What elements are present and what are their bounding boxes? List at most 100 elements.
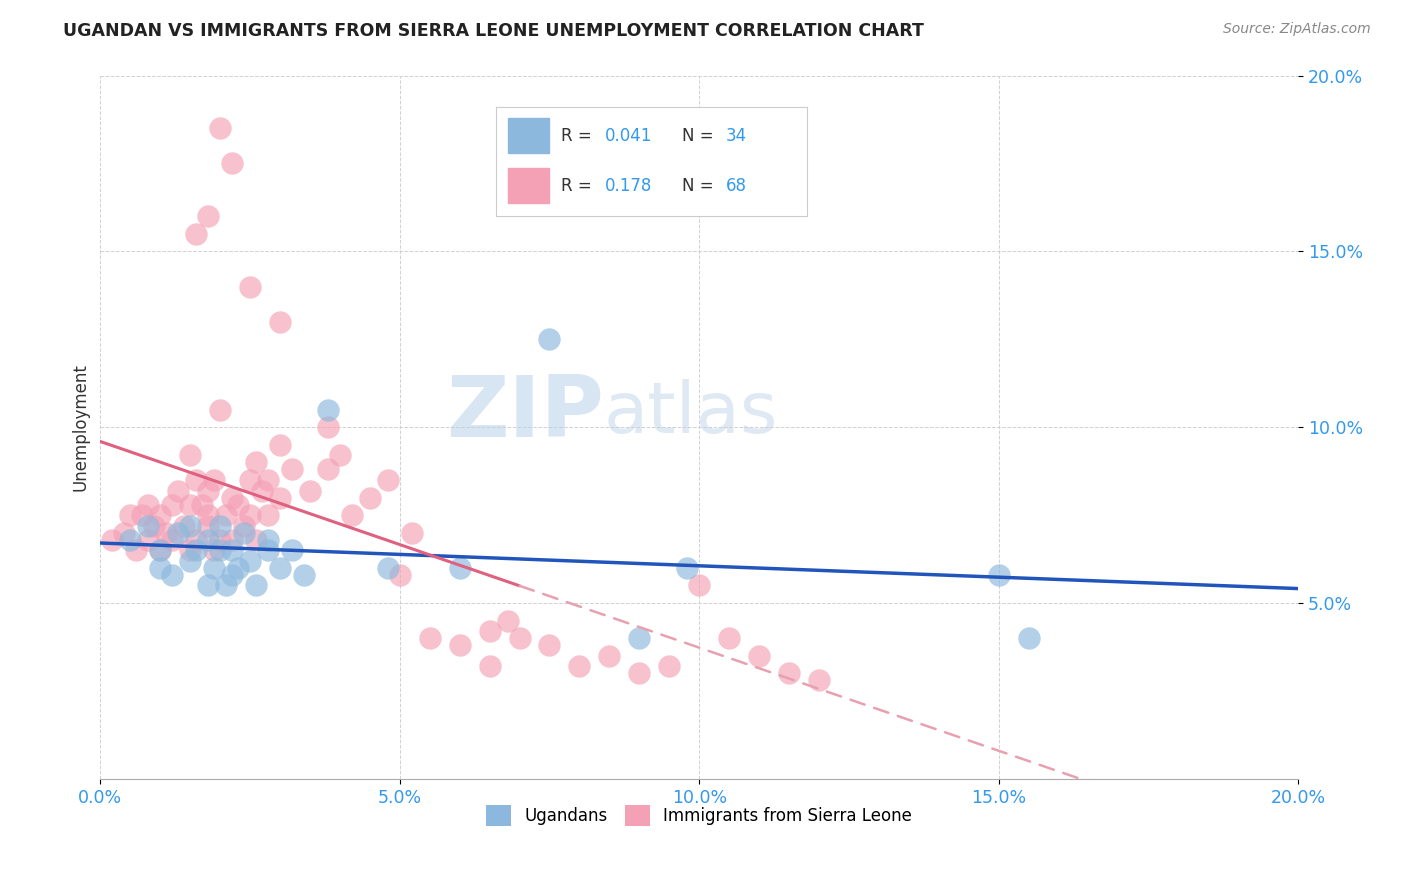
Point bbox=[257, 508, 280, 523]
Point bbox=[197, 483, 219, 498]
Point bbox=[209, 518, 232, 533]
Point bbox=[179, 498, 201, 512]
Point bbox=[221, 491, 243, 505]
Text: UGANDAN VS IMMIGRANTS FROM SIERRA LEONE UNEMPLOYMENT CORRELATION CHART: UGANDAN VS IMMIGRANTS FROM SIERRA LEONE … bbox=[63, 22, 924, 40]
Point bbox=[179, 554, 201, 568]
Point bbox=[149, 508, 172, 523]
Point bbox=[496, 614, 519, 628]
Point bbox=[257, 533, 280, 547]
Point bbox=[316, 462, 339, 476]
Point bbox=[239, 473, 262, 487]
Point bbox=[340, 508, 363, 523]
Point bbox=[197, 578, 219, 592]
Point bbox=[658, 659, 681, 673]
Point bbox=[269, 561, 291, 575]
Text: Source: ZipAtlas.com: Source: ZipAtlas.com bbox=[1223, 22, 1371, 37]
Point bbox=[149, 543, 172, 558]
Point bbox=[149, 543, 172, 558]
Point bbox=[186, 473, 208, 487]
Point bbox=[269, 438, 291, 452]
Point bbox=[179, 518, 201, 533]
Point bbox=[233, 518, 256, 533]
Point bbox=[215, 578, 238, 592]
Point bbox=[628, 666, 651, 681]
Point bbox=[250, 483, 273, 498]
Point bbox=[377, 473, 399, 487]
Point bbox=[388, 568, 411, 582]
Point bbox=[257, 473, 280, 487]
Point bbox=[197, 518, 219, 533]
Point bbox=[160, 568, 183, 582]
Point bbox=[191, 498, 214, 512]
Point bbox=[688, 578, 710, 592]
Point bbox=[329, 448, 352, 462]
Point bbox=[298, 483, 321, 498]
Point bbox=[226, 561, 249, 575]
Point bbox=[120, 508, 142, 523]
Point bbox=[186, 543, 208, 558]
Point bbox=[202, 473, 225, 487]
Point bbox=[239, 508, 262, 523]
Point bbox=[221, 568, 243, 582]
Point bbox=[179, 543, 201, 558]
Point bbox=[179, 448, 201, 462]
Point bbox=[359, 491, 381, 505]
Point bbox=[538, 332, 561, 346]
Point bbox=[160, 533, 183, 547]
Point bbox=[245, 533, 267, 547]
Point bbox=[197, 508, 219, 523]
Point bbox=[568, 659, 591, 673]
Point bbox=[221, 533, 243, 547]
Y-axis label: Unemployment: Unemployment bbox=[72, 363, 89, 491]
Point bbox=[628, 632, 651, 646]
Point bbox=[377, 561, 399, 575]
Point bbox=[239, 279, 262, 293]
Point bbox=[807, 673, 830, 688]
Point bbox=[209, 121, 232, 136]
Point bbox=[233, 525, 256, 540]
Point bbox=[226, 498, 249, 512]
Point bbox=[718, 632, 741, 646]
Point bbox=[143, 518, 166, 533]
Point bbox=[281, 462, 304, 476]
Point bbox=[197, 209, 219, 223]
Point bbox=[478, 659, 501, 673]
Point bbox=[167, 525, 190, 540]
Legend: Ugandans, Immigrants from Sierra Leone: Ugandans, Immigrants from Sierra Leone bbox=[478, 797, 921, 834]
Point bbox=[202, 543, 225, 558]
Point bbox=[676, 561, 699, 575]
Point bbox=[173, 518, 195, 533]
Point bbox=[125, 543, 148, 558]
Point bbox=[101, 533, 124, 547]
Point bbox=[186, 227, 208, 241]
Point bbox=[316, 420, 339, 434]
Point bbox=[136, 518, 159, 533]
Point bbox=[419, 632, 441, 646]
Point bbox=[136, 533, 159, 547]
Point bbox=[120, 533, 142, 547]
Point bbox=[215, 508, 238, 523]
Point bbox=[401, 525, 423, 540]
Point bbox=[257, 543, 280, 558]
Point bbox=[209, 533, 232, 547]
Point bbox=[239, 554, 262, 568]
Point bbox=[316, 402, 339, 417]
Point bbox=[149, 561, 172, 575]
Point bbox=[509, 632, 531, 646]
Point bbox=[221, 156, 243, 170]
Point bbox=[209, 543, 232, 558]
Point bbox=[209, 402, 232, 417]
Point bbox=[987, 568, 1010, 582]
Text: atlas: atlas bbox=[603, 378, 778, 448]
Point bbox=[1018, 632, 1040, 646]
Point bbox=[778, 666, 800, 681]
Point bbox=[160, 498, 183, 512]
Point bbox=[221, 543, 243, 558]
Point bbox=[449, 638, 471, 652]
Point bbox=[136, 498, 159, 512]
Point bbox=[292, 568, 315, 582]
Point bbox=[245, 455, 267, 469]
Point bbox=[748, 648, 770, 663]
Point bbox=[186, 533, 208, 547]
Point bbox=[197, 533, 219, 547]
